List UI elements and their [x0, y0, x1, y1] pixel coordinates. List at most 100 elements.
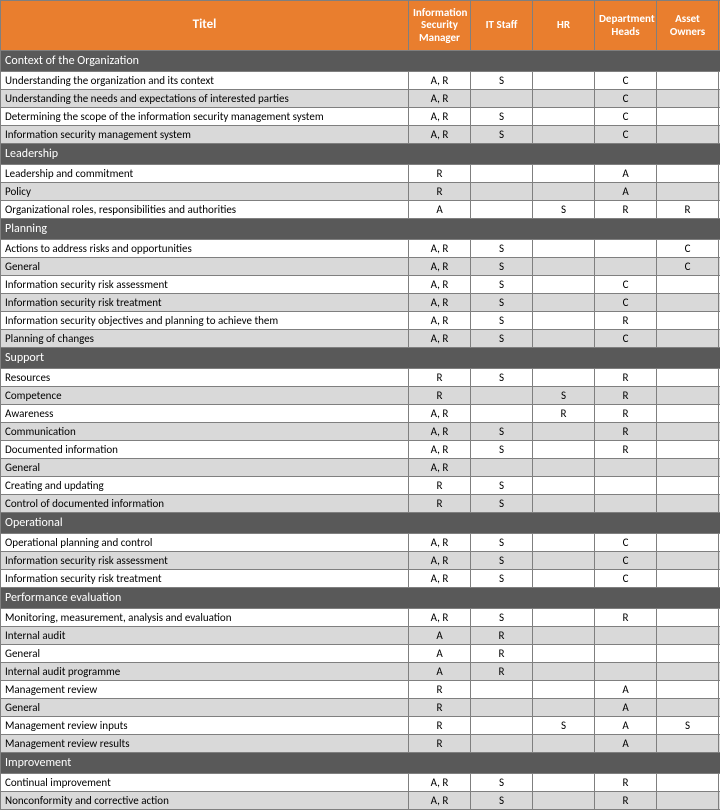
section-title: Leadership: [1, 144, 720, 165]
raci-cell: [657, 387, 719, 405]
raci-cell: A: [409, 663, 471, 681]
raci-cell: R: [409, 183, 471, 201]
table-row: GeneralA, R: [1, 459, 720, 477]
raci-cell: [533, 495, 595, 513]
raci-cell: R: [409, 735, 471, 753]
table-row: Monitoring, measurement, analysis and ev…: [1, 609, 720, 627]
raci-cell: [533, 774, 595, 792]
raci-cell: [657, 792, 719, 810]
raci-cell: A, R: [409, 441, 471, 459]
table-row: Operational planning and controlA, RSC: [1, 534, 720, 552]
table-row: Information security management systemA,…: [1, 126, 720, 144]
raci-cell: R: [409, 477, 471, 495]
raci-cell: A, R: [409, 108, 471, 126]
table-row: Creating and updatingRS: [1, 477, 720, 495]
raci-cell: C: [595, 90, 657, 108]
raci-cell: S: [471, 609, 533, 627]
raci-cell: A, R: [409, 570, 471, 588]
raci-cell: [533, 735, 595, 753]
raci-cell: S: [471, 792, 533, 810]
raci-cell: S: [471, 369, 533, 387]
table-row: Control of documented informationRS: [1, 495, 720, 513]
row-title: Understanding the needs and expectations…: [1, 90, 409, 108]
raci-cell: [657, 330, 719, 348]
raci-cell: [595, 645, 657, 663]
header-col-deptheads: Department Heads: [595, 1, 657, 51]
raci-cell: S: [471, 495, 533, 513]
raci-cell: A, R: [409, 126, 471, 144]
raci-cell: [533, 699, 595, 717]
raci-cell: R: [409, 681, 471, 699]
raci-cell: [657, 72, 719, 90]
raci-cell: [595, 495, 657, 513]
table-row: Information security risk assessmentA, R…: [1, 276, 720, 294]
table-row: Management review resultsRA: [1, 735, 720, 753]
raci-cell: R: [595, 423, 657, 441]
header-col-hr: HR: [533, 1, 595, 51]
raci-cell: [657, 423, 719, 441]
section-title: Improvement: [1, 753, 720, 774]
raci-cell: [533, 276, 595, 294]
table-row: Understanding the needs and expectations…: [1, 90, 720, 108]
raci-cell: [533, 240, 595, 258]
raci-cell: [595, 477, 657, 495]
raci-cell: C: [595, 126, 657, 144]
raci-cell: R: [595, 774, 657, 792]
row-title: Competence: [1, 387, 409, 405]
header-col-assetowners: Asset Owners: [657, 1, 719, 51]
raci-cell: R: [409, 717, 471, 735]
raci-cell: A: [595, 699, 657, 717]
row-title: Continual improvement: [1, 774, 409, 792]
raci-cell: R: [595, 405, 657, 423]
raci-cell: C: [595, 108, 657, 126]
table-row: Leadership and commitmentRA: [1, 165, 720, 183]
raci-cell: [533, 330, 595, 348]
raci-cell: A, R: [409, 405, 471, 423]
raci-cell: S: [471, 534, 533, 552]
raci-cell: [533, 609, 595, 627]
raci-cell: [595, 627, 657, 645]
raci-cell: [595, 459, 657, 477]
row-title: Organizational roles, responsibilities a…: [1, 201, 409, 219]
raci-cell: A: [595, 165, 657, 183]
raci-cell: [657, 699, 719, 717]
table-row: Continual improvementA, RSR: [1, 774, 720, 792]
raci-cell: [471, 90, 533, 108]
raci-cell: A, R: [409, 330, 471, 348]
raci-cell: R: [595, 609, 657, 627]
raci-cell: S: [471, 108, 533, 126]
raci-cell: [471, 459, 533, 477]
raci-cell: [533, 258, 595, 276]
table-row: Documented informationA, RSR: [1, 441, 720, 459]
row-title: Internal audit: [1, 627, 409, 645]
raci-cell: S: [471, 294, 533, 312]
raci-cell: [533, 312, 595, 330]
table-row: Organizational roles, responsibilities a…: [1, 201, 720, 219]
raci-cell: R: [471, 645, 533, 663]
raci-cell: [533, 441, 595, 459]
row-title: Control of documented information: [1, 495, 409, 513]
raci-cell: [657, 477, 719, 495]
table-header: Titel Information Security Manager IT St…: [1, 1, 720, 51]
row-title: General: [1, 645, 409, 663]
raci-cell: [657, 183, 719, 201]
raci-cell: [533, 294, 595, 312]
table-row: GeneralRA: [1, 699, 720, 717]
raci-cell: [533, 570, 595, 588]
raci-cell: A, R: [409, 774, 471, 792]
raci-cell: [533, 477, 595, 495]
table-row: Internal auditAR: [1, 627, 720, 645]
raci-cell: S: [471, 126, 533, 144]
raci-cell: A, R: [409, 459, 471, 477]
raci-cell: R: [595, 201, 657, 219]
table-row: Internal audit programmeAR: [1, 663, 720, 681]
row-title: Documented information: [1, 441, 409, 459]
section-header: Performance evaluation: [1, 588, 720, 609]
raci-cell: [657, 774, 719, 792]
raci-cell: R: [533, 405, 595, 423]
section-header: Planning: [1, 219, 720, 240]
row-title: Operational planning and control: [1, 534, 409, 552]
raci-cell: R: [409, 369, 471, 387]
raci-cell: S: [471, 258, 533, 276]
section-header: Improvement: [1, 753, 720, 774]
